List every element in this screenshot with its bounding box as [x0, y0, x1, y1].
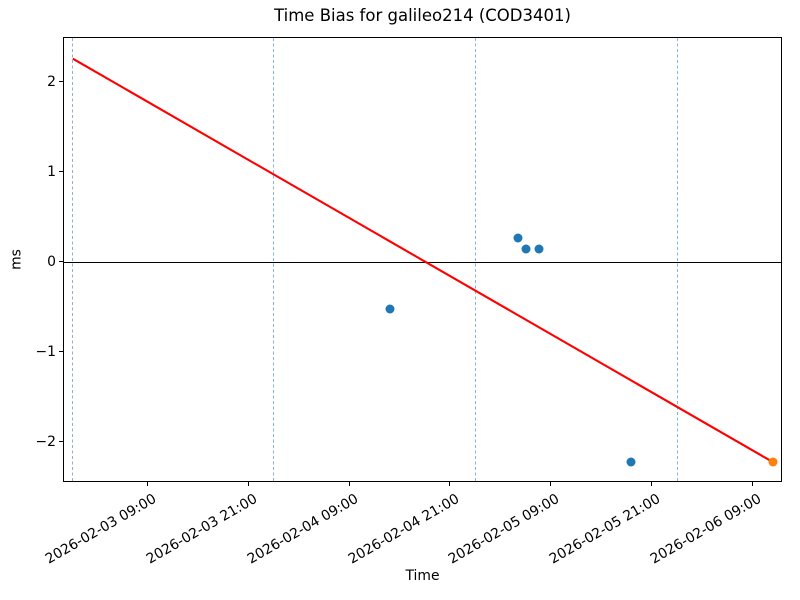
data-point [534, 244, 544, 254]
data-point [626, 457, 636, 467]
y-tick-mark [59, 441, 63, 443]
x-tick-label-text: 2026-02-03 09:00 [43, 491, 160, 568]
chart-title: Time Bias for galileo214 (COD3401) [274, 6, 571, 25]
x-tick-label-text: 2026-02-05 21:00 [546, 491, 664, 568]
trend-line [72, 57, 774, 464]
x-tick-mark [146, 482, 148, 486]
x-tick-mark [650, 482, 652, 486]
x-tick-mark [751, 482, 753, 486]
day-boundary-gridline [474, 38, 476, 481]
latest-data-point [768, 457, 778, 467]
data-point [385, 304, 395, 314]
day-boundary-gridline [71, 38, 73, 481]
y-tick-mark [59, 81, 63, 83]
x-tick-mark [247, 482, 249, 486]
day-boundary-gridline [676, 38, 678, 481]
y-tick-label: −2 [35, 433, 56, 450]
day-boundary-gridline [273, 38, 275, 481]
x-tick-mark [550, 482, 552, 486]
data-point [521, 244, 531, 254]
x-tick-mark [449, 482, 451, 486]
x-tick-label-text: 2026-02-04 21:00 [345, 491, 462, 568]
x-tick-mark [348, 482, 350, 486]
zero-reference-line [64, 262, 781, 264]
x-tick-label-text: 2026-02-04 09:00 [244, 491, 361, 568]
x-tick-label-text: 2026-02-03 21:00 [143, 491, 261, 568]
plot-area [63, 37, 782, 482]
x-tick-label-text: 2026-02-05 09:00 [446, 491, 563, 568]
y-tick-label: −1 [35, 343, 56, 360]
y-tick-mark [59, 171, 63, 173]
y-tick-label: 0 [47, 253, 56, 270]
x-tick-label-text: 2026-02-06 09:00 [647, 491, 765, 568]
y-tick-mark [59, 351, 63, 353]
data-point [513, 233, 523, 243]
y-tick-mark [59, 261, 63, 263]
x-axis-label: Time [405, 568, 440, 584]
y-tick-label: 1 [47, 163, 56, 180]
y-tick-label: 2 [47, 73, 56, 90]
